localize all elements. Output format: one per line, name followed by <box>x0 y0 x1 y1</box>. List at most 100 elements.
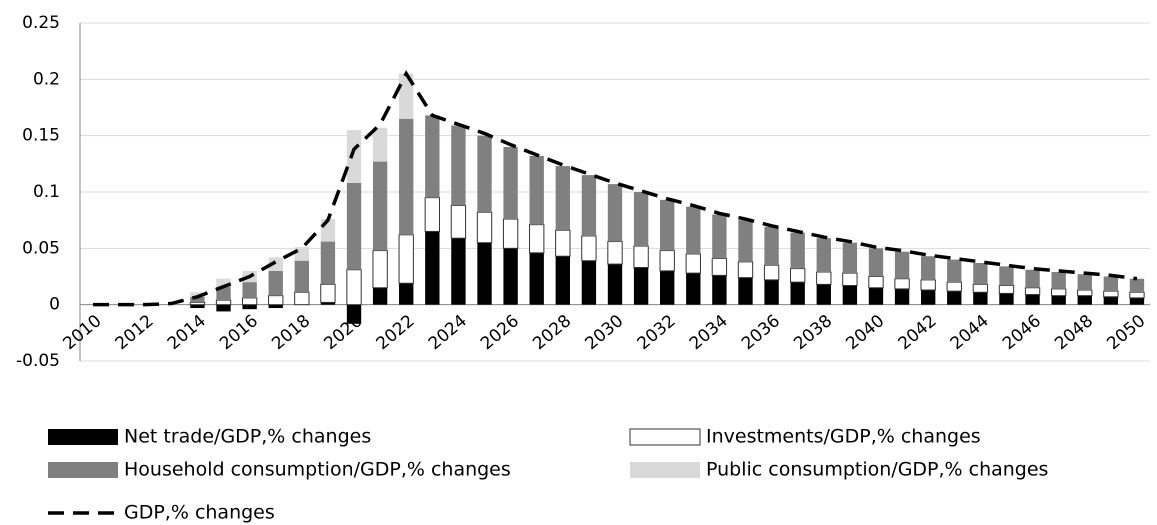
bar-segment <box>555 166 570 231</box>
bar-segment <box>633 245 649 268</box>
legend-label: Household consumption/GDP,% changes <box>124 459 511 481</box>
legend-label: GDP,% changes <box>124 502 275 524</box>
bar-segment <box>1025 269 1040 288</box>
y-tick-label: 0.25 <box>22 13 60 33</box>
bar-segment <box>451 238 466 305</box>
x-tick-label: 2038 <box>790 311 836 354</box>
bar-segment <box>607 184 623 242</box>
bar-segment <box>686 206 701 254</box>
x-tick-label: 2016 <box>216 311 262 354</box>
bar-segment <box>242 282 257 298</box>
bar-segment <box>1024 287 1041 296</box>
bar-segment <box>190 304 205 309</box>
bar-segment <box>216 304 231 312</box>
bar-segment <box>216 278 231 287</box>
bar-segment <box>503 248 518 305</box>
bar-segment <box>1103 296 1119 305</box>
bar-segment <box>999 293 1014 305</box>
bar-segment <box>372 250 388 289</box>
bar-segment <box>868 276 884 289</box>
y-tick-label: 0.05 <box>22 238 60 258</box>
x-tick-label: 2022 <box>373 311 419 354</box>
x-tick-label: 2036 <box>738 311 784 354</box>
bar-segment <box>476 211 493 244</box>
bar-segment <box>1103 276 1119 292</box>
bar-segment <box>581 235 597 262</box>
bar-segment <box>346 304 362 324</box>
line <box>93 70 1138 307</box>
bar-segment <box>660 199 675 251</box>
bar-segment <box>294 291 310 306</box>
bar-segment <box>529 252 544 305</box>
bar-segment <box>868 248 884 277</box>
bar-segment <box>477 242 492 305</box>
bar-segment <box>425 231 440 305</box>
bar-segment <box>190 292 205 297</box>
bar-segment <box>294 260 310 293</box>
bar-segment <box>607 264 623 305</box>
bar-segment <box>503 146 518 220</box>
y-tick-label: 0.15 <box>22 126 60 146</box>
bar-segment <box>555 229 571 257</box>
bar-segment <box>372 287 388 305</box>
bar-segment <box>424 197 440 232</box>
x-tick-label: 2050 <box>1103 311 1149 354</box>
bar-segment <box>816 238 831 272</box>
bar-segment <box>529 224 545 254</box>
legend-swatch <box>48 462 118 478</box>
bar-segment <box>607 241 623 265</box>
bar-segment <box>842 242 858 274</box>
bar-segment <box>816 284 831 305</box>
bar-segment <box>660 270 675 305</box>
bar-segment <box>1129 297 1145 305</box>
x-tick-label: 2030 <box>581 311 627 354</box>
bar-segment <box>189 301 206 306</box>
bar-segment <box>712 214 727 259</box>
bar-segment <box>268 257 283 271</box>
y-tick-label: 0 <box>49 295 60 315</box>
bar-segment <box>712 275 727 305</box>
bar-segment <box>268 295 284 306</box>
x-tick-label: 2042 <box>895 311 941 354</box>
bar-segment <box>398 234 414 284</box>
bar-segment <box>686 273 701 305</box>
bar-segment <box>738 277 753 305</box>
bar-segment <box>1025 294 1040 305</box>
bar-segment <box>216 286 231 301</box>
bar-segment <box>372 127 388 162</box>
bar-segment <box>920 279 936 291</box>
bar-segment <box>346 269 362 306</box>
bar-segment <box>294 247 310 261</box>
bar-segment <box>320 283 336 303</box>
x-tick-label: 2026 <box>477 311 523 354</box>
bar-segment <box>999 266 1014 286</box>
bar-segment <box>737 261 754 279</box>
legend-label: Investments/GDP,% changes <box>706 426 981 448</box>
bar-segment <box>920 290 936 305</box>
bar-segment <box>738 220 753 262</box>
bar-segment <box>842 285 858 305</box>
bar-segment <box>399 283 414 305</box>
bar-segment <box>320 302 336 305</box>
bar-segment <box>1103 290 1119 298</box>
x-tick-label: 2012 <box>112 311 158 354</box>
y-tick-label: -0.05 <box>16 351 60 371</box>
bar-segment <box>1077 289 1093 297</box>
bar-segment <box>241 297 258 306</box>
bar-segment <box>268 304 283 309</box>
legend-swatch <box>630 462 700 478</box>
bar-segment <box>1129 278 1145 293</box>
bar-segment <box>790 282 805 305</box>
legend-swatch <box>629 428 701 446</box>
bar-segment <box>998 285 1015 294</box>
x-tick-label: 2028 <box>529 311 575 354</box>
x-tick-label: 2032 <box>634 311 680 354</box>
bar-segment <box>842 272 858 287</box>
y-tick-label: 0.2 <box>33 69 60 89</box>
bar-segment <box>1051 271 1066 289</box>
y-tick-label: 0.1 <box>33 182 60 202</box>
bar-segment <box>633 192 649 247</box>
bar-segment <box>346 182 362 270</box>
bar-segment <box>581 260 597 305</box>
bar-segment <box>894 278 910 290</box>
